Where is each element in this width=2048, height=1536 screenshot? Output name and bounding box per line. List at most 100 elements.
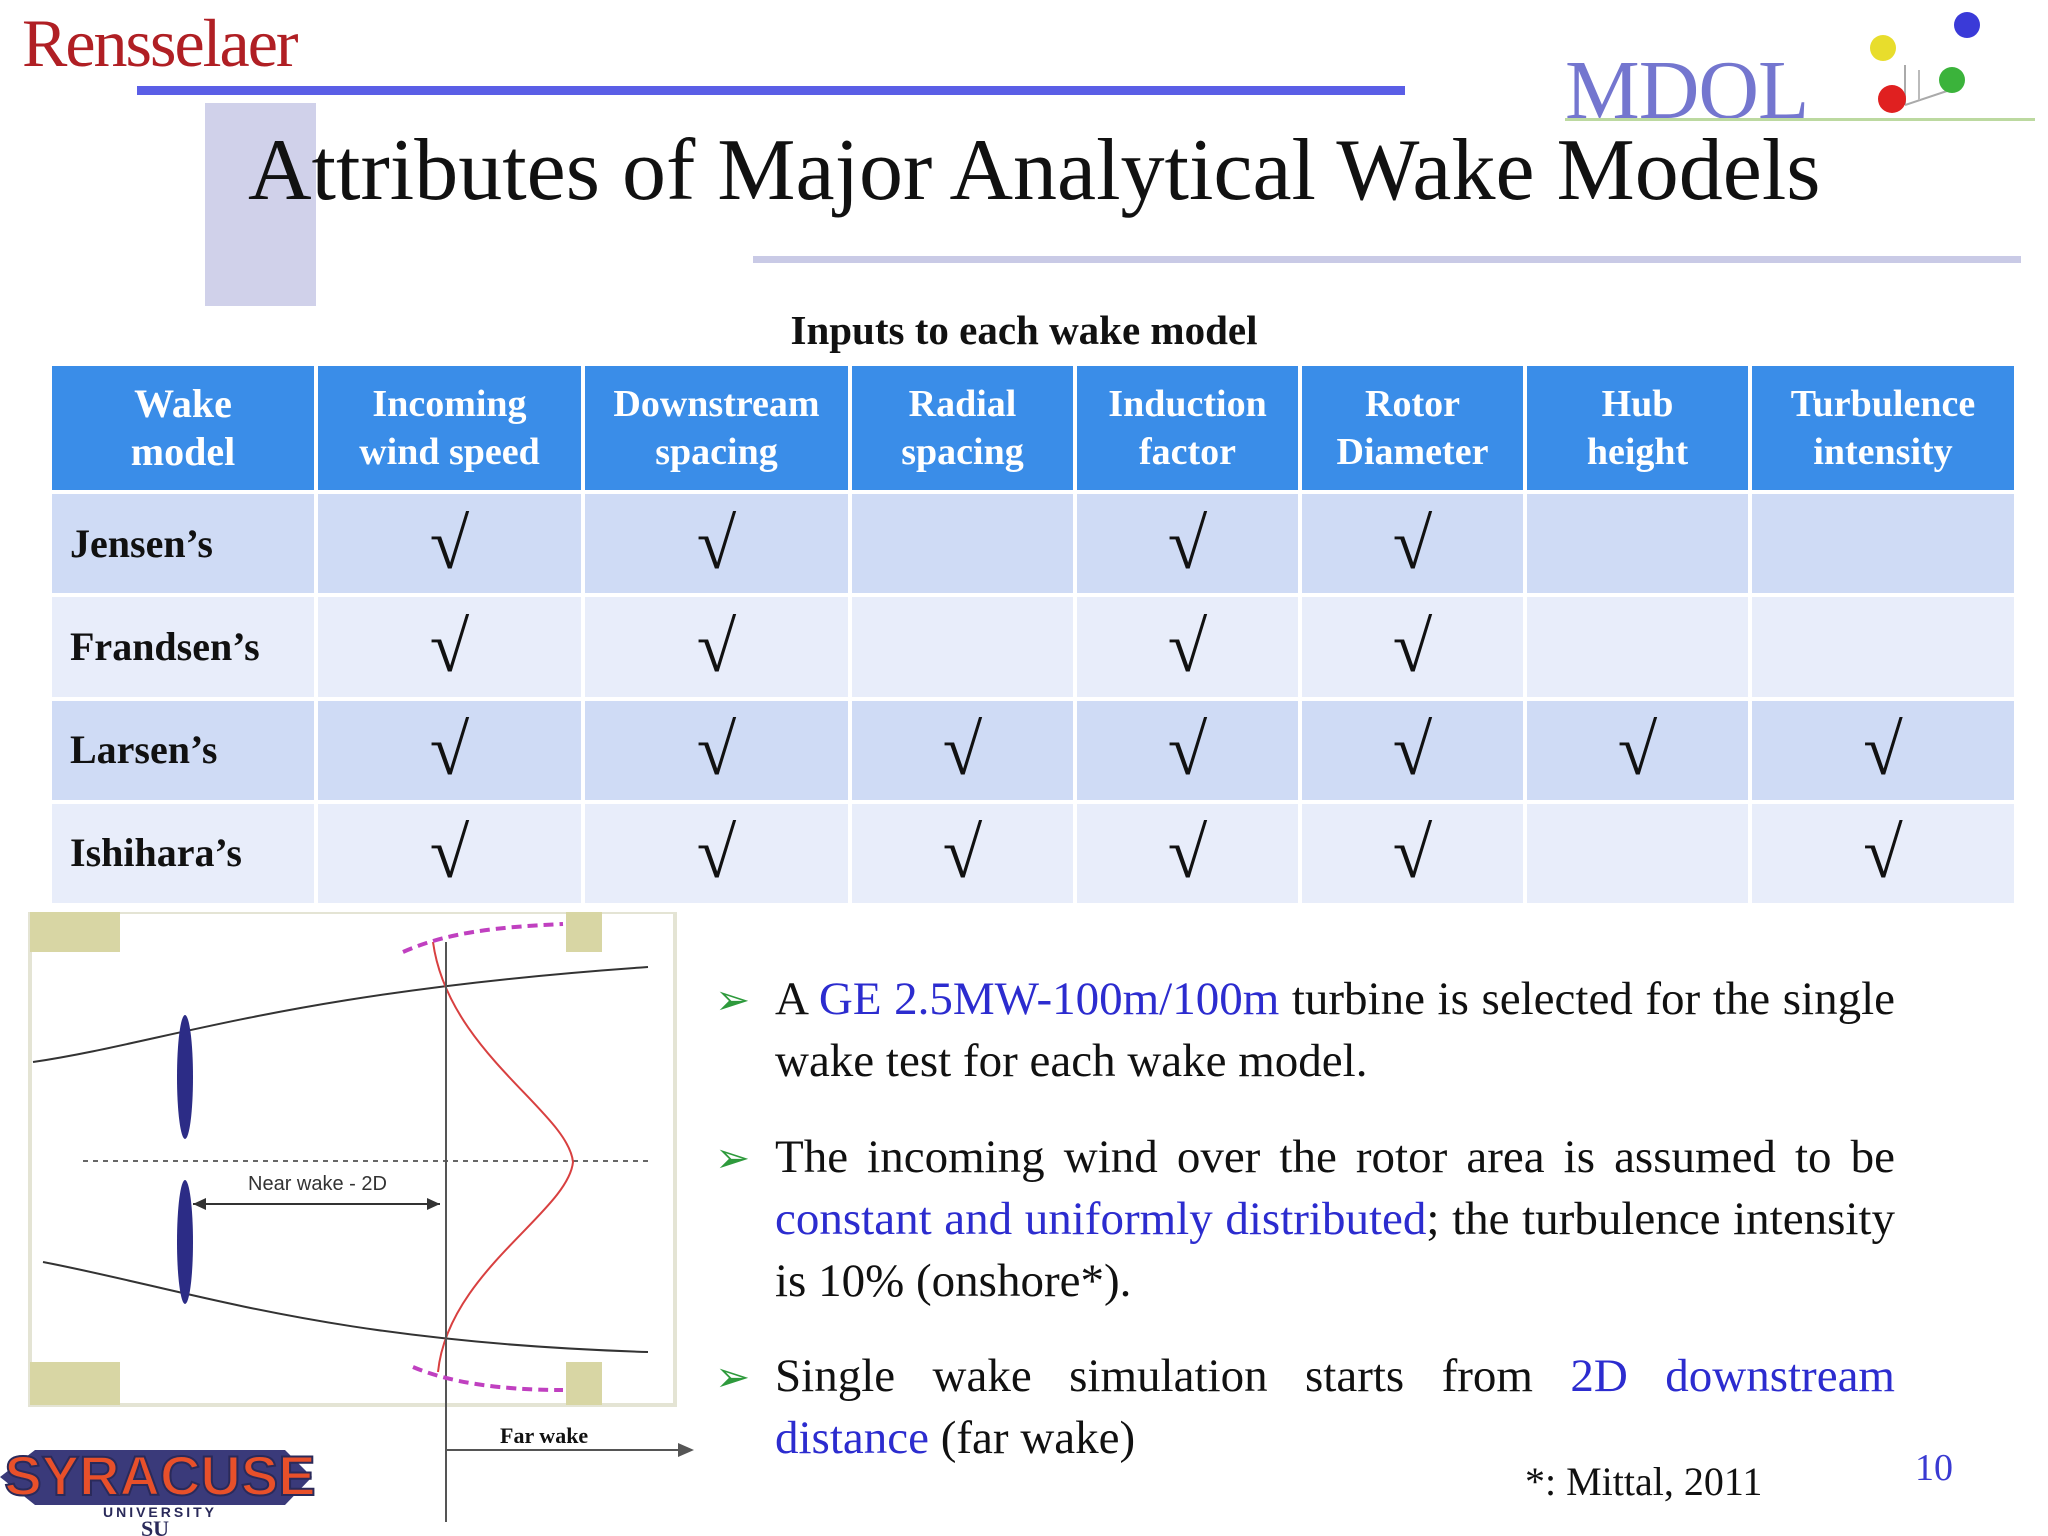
wake-diagram: Near wake - 2D — [28, 912, 694, 1522]
wake-model-inputs-table: Wake model Incoming wind speed Downstream spa… — [48, 362, 2018, 907]
check-cell: √ — [585, 700, 848, 800]
check-cell: √ — [1752, 803, 2014, 903]
column-header: Turbulence intensity — [1752, 366, 2014, 490]
bullet-arrow-icon: ➢ — [715, 1355, 751, 1401]
column-header-line: factor — [1138, 431, 1237, 473]
column-header: Radial spacing — [852, 366, 1073, 490]
bullet-text: The incoming wind over the rotor area is… — [775, 1131, 1895, 1183]
column-header-line: Wake — [134, 381, 232, 426]
column-header: Hub height — [1527, 366, 1748, 490]
column-header-line: Downstream — [613, 383, 820, 425]
check-cell: √ — [1302, 494, 1523, 594]
check-cell — [1527, 597, 1748, 697]
near-wake-arrowhead-right — [427, 1198, 440, 1210]
slide-title: Attributes of Major Analytical Wake Mode… — [248, 122, 1821, 219]
column-header-line: spacing — [655, 431, 778, 473]
bullet-text: Single wake simulation starts from — [775, 1350, 1571, 1402]
bullet-text: A — [775, 973, 819, 1025]
column-header-line: Incoming — [372, 383, 527, 425]
wake-boundary-upper — [32, 966, 649, 1063]
check-cell: √ — [852, 803, 1073, 903]
table-row: Ishihara’s √ √ √ √ √ √ — [52, 803, 2014, 903]
wake-boundary-lower — [42, 1261, 649, 1353]
check-cell — [1752, 494, 2014, 594]
check-cell: √ — [1077, 494, 1298, 594]
bullet-arrow-icon: ➢ — [715, 1136, 751, 1182]
bullet-highlight: 2D downstream distance — [775, 1350, 1895, 1464]
footnote: *: Mittal, 2011 — [1525, 1459, 1763, 1504]
su-logo-mark: SU — [141, 1516, 169, 1536]
column-header: Rotor Diameter — [1302, 366, 1523, 490]
syracuse-university-logo: SYRACUSE UNIVERSITY SU — [0, 1443, 317, 1536]
column-header-line: Turbulence — [1790, 383, 1976, 425]
check-cell: √ — [1752, 700, 2014, 800]
column-header-line: spacing — [901, 431, 1024, 473]
column-header-line: Rotor — [1365, 383, 1460, 425]
rotor-blade-lower — [177, 1180, 193, 1304]
velocity-profile — [432, 941, 575, 1373]
magenta-dashed-curve — [412, 1365, 564, 1392]
column-header: Induction factor — [1077, 366, 1298, 490]
check-cell: √ — [1527, 700, 1748, 800]
check-cell — [1527, 803, 1748, 903]
bullet-highlight: constant and uniformly distributed — [775, 1193, 1427, 1245]
mdol-logo: MDOL — [1565, 10, 2035, 137]
diagram-frame — [28, 912, 677, 1407]
mdol-logo-rule — [1565, 118, 2035, 121]
column-header-line: wind speed — [359, 431, 540, 473]
check-cell: √ — [585, 597, 848, 697]
bullet-incoming-wind: ➢ The incoming wind over the rotor area … — [715, 1126, 1895, 1312]
table-caption: Inputs to each wake model — [790, 307, 1258, 353]
table-row: Frandsen’s √ √ √ √ — [52, 597, 2014, 697]
wake-model-name: Ishihara’s — [52, 803, 314, 903]
diagram-corner-tab — [566, 912, 602, 952]
far-wake-label: Far wake — [500, 1423, 589, 1448]
su-logo-wordmark: SYRACUSE — [4, 1444, 315, 1507]
wake-model-name: Larsen’s — [52, 700, 314, 800]
column-header-line: height — [1586, 431, 1689, 473]
table-row: Jensen’s √ √ √ √ — [52, 494, 2014, 594]
check-cell — [1527, 494, 1748, 594]
check-cell: √ — [318, 803, 581, 903]
near-wake-arrowhead-left — [193, 1198, 206, 1210]
table-header-row: Wake model Incoming wind speed Downstream spa… — [52, 366, 2014, 490]
su-logo-subtitle: UNIVERSITY — [103, 1504, 217, 1520]
rotor-blade-upper — [177, 1015, 193, 1139]
title-underline — [753, 256, 2021, 263]
far-wake-arrowhead — [678, 1443, 694, 1457]
check-cell — [852, 597, 1073, 697]
check-cell — [852, 494, 1073, 594]
column-header: Downstream spacing — [585, 366, 848, 490]
near-wake-label: Near wake - 2D — [248, 1173, 387, 1195]
diagram-corner-tab — [566, 1362, 602, 1405]
check-cell: √ — [585, 803, 848, 903]
mdol-logo-text: MDOL — [1565, 44, 1809, 137]
su-logo-banner — [0, 1450, 312, 1505]
bullet-single-wake: ➢ Single wake simulation starts from 2D … — [715, 1345, 1895, 1469]
check-cell: √ — [1302, 597, 1523, 697]
diagram-corner-tab — [30, 912, 120, 952]
check-cell: √ — [318, 700, 581, 800]
check-cell: √ — [318, 597, 581, 697]
column-header-line: Induction — [1108, 383, 1267, 425]
check-cell: √ — [318, 494, 581, 594]
column-header-line: model — [130, 429, 236, 474]
column-header-line: Hub — [1601, 383, 1674, 425]
diagram-corner-tab — [30, 1362, 120, 1405]
bullet-highlight: GE 2.5MW-100m/100m — [818, 973, 1280, 1025]
column-header-line: Radial — [908, 383, 1017, 425]
wake-model-name: Jensen’s — [52, 494, 314, 594]
check-cell: √ — [1302, 700, 1523, 800]
check-cell: √ — [1077, 700, 1298, 800]
title-accent-block — [205, 103, 316, 306]
table-row: Larsen’s √ √ √ √ √ √ √ — [52, 700, 2014, 800]
bullet-turbine-selection: ➢ A GE 2.5MW-100m/100m turbine is select… — [715, 968, 1895, 1092]
check-cell: √ — [1302, 803, 1523, 903]
bullet-arrow-icon: ➢ — [715, 978, 751, 1024]
wake-model-name: Frandsen’s — [52, 597, 314, 697]
column-header-line: intensity — [1813, 431, 1953, 473]
bullet-text: turbine is selected for the single wake … — [775, 973, 1895, 1087]
bullet-text: (far wake) — [929, 1412, 1136, 1464]
rensselaer-logo: Rensselaer — [22, 5, 299, 81]
check-cell: √ — [852, 700, 1073, 800]
